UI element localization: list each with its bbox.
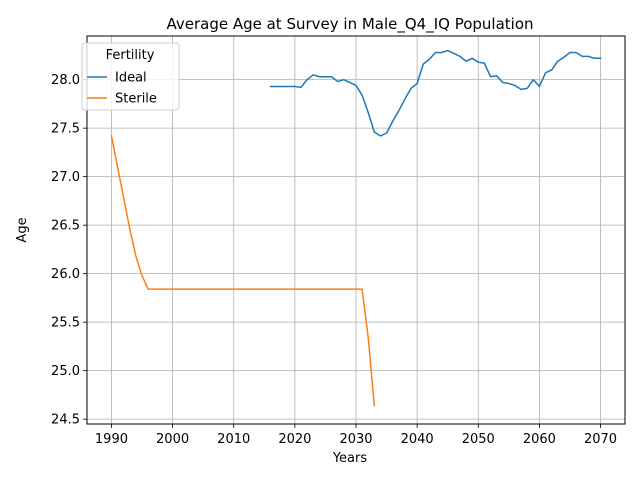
y-tick-label: 25.5 (51, 316, 80, 331)
x-tick-label: 2050 (462, 432, 495, 447)
y-tick-label: 27.5 (51, 122, 80, 137)
series-line-ideal (269, 49, 602, 137)
grid (87, 36, 625, 424)
legend-title: Fertility (106, 48, 155, 63)
y-tick-label: 27.0 (51, 170, 80, 185)
legend-entries: Ideal Sterile (87, 71, 157, 107)
series-line-sterile (110, 135, 376, 407)
x-tick-label: 2000 (156, 432, 189, 447)
x-tick-label: 2020 (278, 432, 311, 447)
legend: Fertility Ideal Sterile (81, 42, 180, 111)
y-axis-ticks: 24.5 25.0 25.5 26.0 26.5 27.0 27.5 28.0 (51, 73, 87, 428)
y-tick-label: 26.0 (51, 267, 80, 282)
x-tick-label: 2060 (523, 432, 556, 447)
series-lines (110, 49, 602, 407)
legend-label-ideal: Ideal (115, 71, 147, 86)
x-tick-label: 2010 (217, 432, 250, 447)
x-tick-label: 2040 (401, 432, 434, 447)
y-tick-label: 25.0 (51, 364, 80, 379)
y-axis-label: Age (15, 217, 30, 242)
x-tick-label: 1990 (95, 432, 128, 447)
chart-title: Average Age at Survey in Male_Q4_IQ Popu… (166, 15, 533, 34)
x-axis-ticks: 1990 2000 2010 2020 2030 2040 2050 2060 2070 (95, 424, 617, 447)
y-tick-label: 26.5 (51, 219, 80, 234)
x-tick-label: 2030 (339, 432, 372, 447)
x-axis-label: Years (332, 451, 368, 466)
x-tick-label: 2070 (584, 432, 617, 447)
legend-label-sterile: Sterile (115, 92, 157, 107)
y-tick-label: 28.0 (51, 73, 80, 88)
y-tick-label: 24.5 (51, 413, 80, 428)
legend-box (81, 42, 180, 111)
